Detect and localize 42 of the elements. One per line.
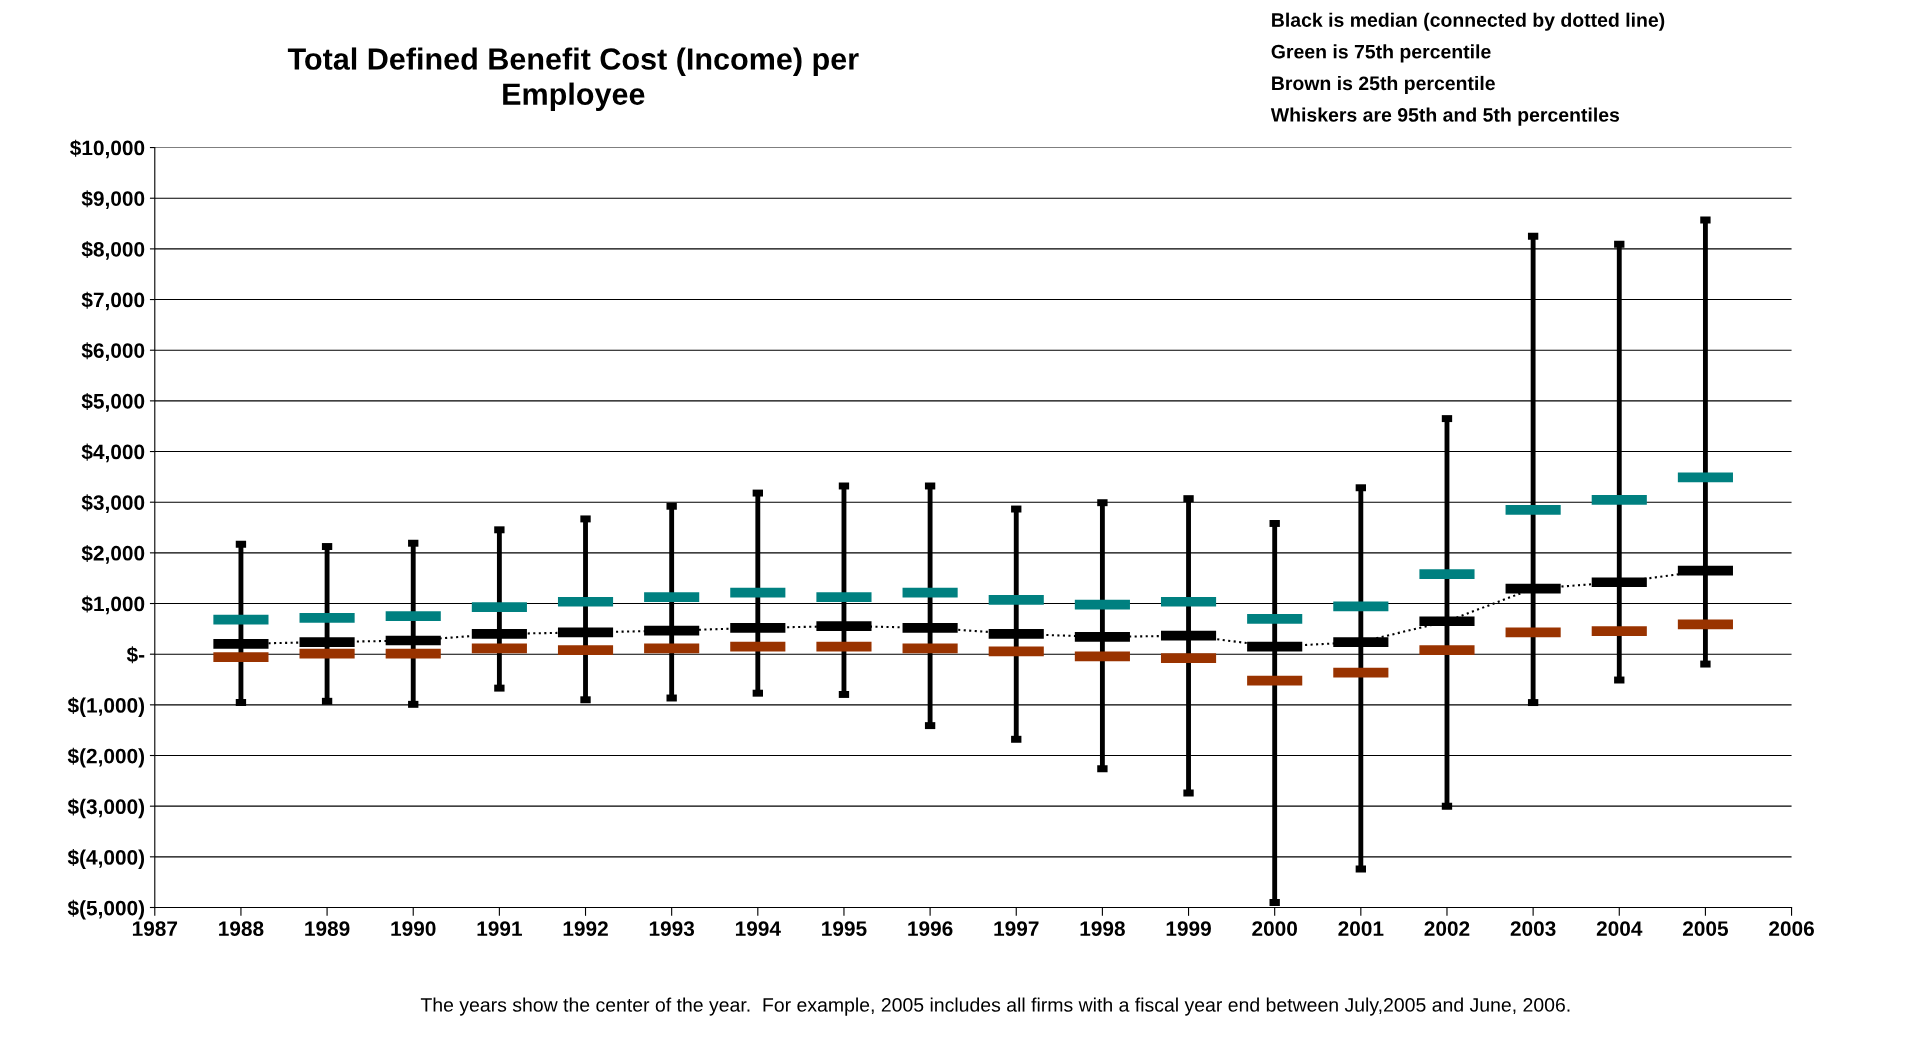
y-tick-label: $9,000 <box>81 190 145 209</box>
chart-title: Total Defined Benefit Cost (Income) per Employee <box>287 47 859 112</box>
x-tick-label: 2001 <box>1338 921 1384 936</box>
x-tick-label: 1994 <box>735 921 781 936</box>
x-tick-label: 2003 <box>1510 921 1556 937</box>
y-tick-label: $3,000 <box>81 494 145 513</box>
x-tick-label: 1998 <box>1080 921 1125 936</box>
y-tick-label: $1,000 <box>81 595 145 615</box>
text: Green is 75th percentile <box>1271 44 1491 63</box>
text: The years show the center of the year. For example, 2005 includes all firms with a fiscal year end between July,2005 and June, 2006. <box>420 997 1570 1016</box>
x-tick-label: 1995 <box>822 921 867 936</box>
x-tick-label: 1993 <box>649 921 695 937</box>
x-tick-label: 2004 <box>1596 921 1643 936</box>
x-tick-label: 1988 <box>219 921 264 936</box>
y-tick-label: $2,000 <box>81 544 145 564</box>
x-tick-label: 2000 <box>1252 921 1298 936</box>
x-tick-label: 1989 <box>305 921 350 936</box>
y-tick-label: $(3,000) <box>67 798 145 819</box>
x-tick-label: 1999 <box>1166 921 1211 936</box>
y-tick-label: $(1,000) <box>67 697 145 717</box>
y-tick-label: $8,000 <box>81 240 145 260</box>
x-tick-label: 1987 <box>132 921 178 936</box>
text: Brown is 25th percentile <box>1272 75 1495 95</box>
text: Whiskers are 95th and 5th percentiles <box>1270 107 1620 126</box>
text: Black is median (connected by dotted line) <box>1272 12 1665 31</box>
x-tick-label: 2002 <box>1424 921 1470 936</box>
y-tick-label: $(2,000) <box>67 747 145 768</box>
x-tick-label: 1992 <box>563 921 608 936</box>
y-tick-label: $(5,000) <box>67 899 145 920</box>
x-tick-label: 2006 <box>1769 921 1814 936</box>
x-tick-label: 1997 <box>994 921 1039 936</box>
y-tick-label: $6,000 <box>81 342 145 361</box>
y-tick-label: $7,000 <box>81 291 145 311</box>
y-tick-label: $5,000 <box>81 392 145 412</box>
x-tick-label: 2005 <box>1682 921 1729 936</box>
y-tick-label: $10,000 <box>70 139 145 159</box>
y-tick-label: $(4,000) <box>67 849 145 869</box>
x-tick-label: 1991 <box>477 921 522 936</box>
y-tick-label: $- <box>126 646 145 664</box>
x-tick-label: 1996 <box>908 921 953 936</box>
x-tick-label: 1990 <box>391 921 436 936</box>
y-tick-label: $4,000 <box>81 443 145 463</box>
